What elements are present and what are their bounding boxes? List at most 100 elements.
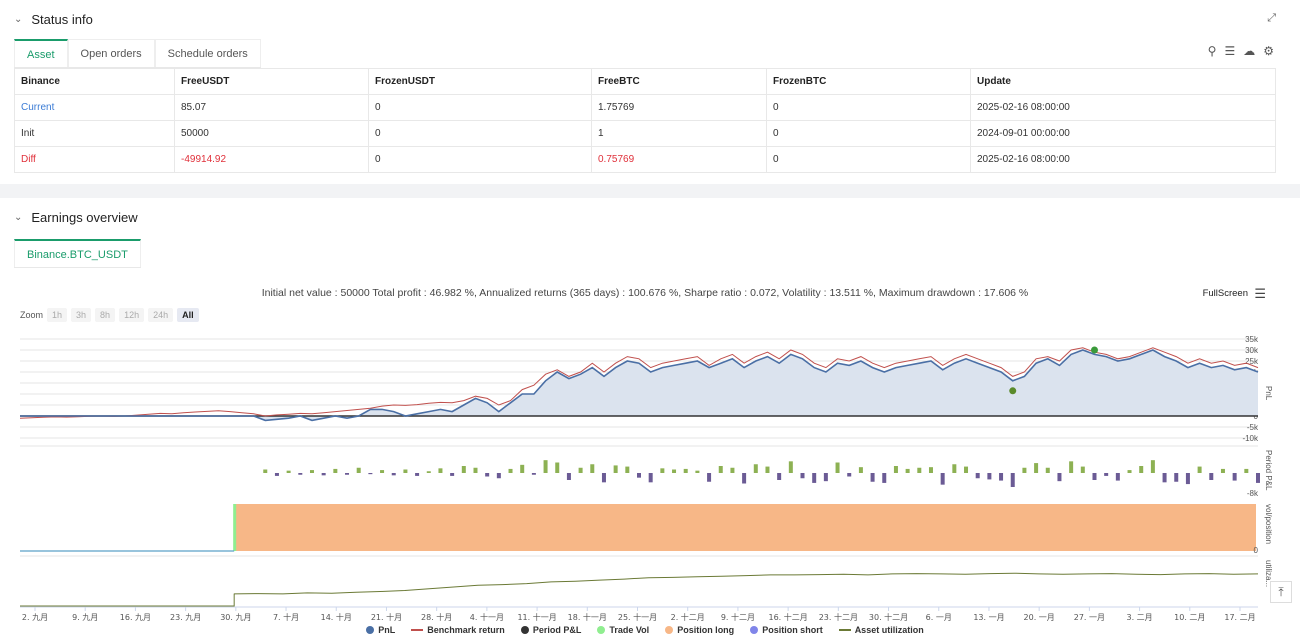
period-pnl-bar [391, 473, 396, 476]
period-axis-title: Period P&L [1264, 450, 1273, 491]
legend-marker [411, 629, 424, 631]
period-pnl-bar [1174, 473, 1179, 482]
list-icon[interactable]: ☰ [1224, 44, 1236, 58]
status-section-header[interactable]: ⌄ Status info [14, 12, 93, 27]
period-pnl-bar [1197, 466, 1202, 473]
period-pnl-bar [543, 460, 548, 473]
x-tick-label: 10. 二月 [1174, 613, 1205, 622]
period-tick-label: -8k [1247, 489, 1259, 498]
period-pnl-bar [905, 468, 910, 473]
zoom-1h[interactable]: 1h [47, 308, 68, 322]
legend-position-long[interactable]: Position long [665, 625, 734, 635]
period-pnl-bar [812, 473, 817, 483]
period-pnl-bar [940, 473, 945, 485]
zoom-3h[interactable]: 3h [71, 308, 92, 322]
collapse-icon[interactable]: ⤢ [1267, 12, 1276, 24]
gear-icon[interactable]: ⚙ [1263, 44, 1274, 58]
x-tick-label: 11. 十一月 [517, 612, 556, 622]
vol-tick-label: 0 [1254, 546, 1259, 555]
menu-icon[interactable]: ☰ [1254, 286, 1266, 301]
back-to-top-button[interactable]: ⤒ [1270, 581, 1292, 603]
tab-schedule-orders[interactable]: Schedule orders [154, 39, 261, 67]
x-tick-label: 21. 十月 [371, 612, 402, 622]
period-pnl-bar [286, 470, 291, 473]
period-pnl-bar [1139, 466, 1144, 473]
earnings-summary: Initial net value : 50000 Total profit :… [261, 287, 1029, 299]
cell: 0 [368, 94, 592, 121]
status-title: Status info [31, 12, 93, 27]
cell: 1 [591, 120, 767, 147]
y-tick-label: 30k [1245, 346, 1259, 355]
status-tabs: Asset Open orders Schedule orders [14, 39, 261, 68]
pnl-axis-title: PnL [1264, 386, 1273, 401]
cell: 0.75769 [591, 146, 767, 173]
period-pnl-bar [531, 473, 536, 475]
period-pnl-bar [1092, 473, 1097, 480]
period-pnl-bar [555, 462, 560, 473]
table-row: Diff -49914.92 0 0.75769 0 2025-02-16 08… [14, 146, 1276, 173]
zoom-selector: Zoom 1h 3h 8h 12h 24h All [20, 308, 199, 322]
x-tick-label: 20. 一月 [1024, 613, 1055, 622]
search-icon[interactable]: ⚲ [1207, 44, 1217, 58]
period-pnl-bar [578, 467, 583, 473]
x-tick-label: 13. 一月 [973, 613, 1004, 622]
x-tick-label: 3. 二月 [1126, 613, 1152, 622]
cell: 2025-02-16 08:00:00 [970, 94, 1276, 121]
period-pnl-bar [473, 467, 478, 473]
zoom-24h[interactable]: 24h [148, 308, 174, 322]
earnings-section-header[interactable]: ⌄ Earnings overview [14, 210, 138, 225]
pnl-line [20, 349, 1259, 422]
period-pnl-bar [625, 466, 630, 473]
tab-asset[interactable]: Asset [14, 39, 68, 67]
tab-open-orders[interactable]: Open orders [67, 39, 155, 67]
period-pnl-bar [485, 473, 490, 477]
period-pnl-bar [707, 473, 712, 482]
period-pnl-bar [870, 473, 875, 482]
period-pnl-bar [461, 466, 466, 473]
x-tick-label: 27. 一月 [1074, 613, 1105, 622]
period-pnl-bar [987, 473, 992, 480]
zoom-all[interactable]: All [177, 308, 199, 322]
zoom-8h[interactable]: 8h [95, 308, 116, 322]
col-header: Binance [14, 68, 175, 95]
period-pnl-bar [520, 464, 525, 473]
chevron-down-icon[interactable]: ⌄ [14, 212, 23, 223]
period-pnl-bar [1220, 468, 1225, 473]
legend-marker [665, 626, 674, 634]
legend-asset-utilization[interactable]: Asset utilization [838, 625, 924, 635]
period-pnl-bar [298, 473, 303, 475]
period-pnl-bar [718, 466, 723, 473]
x-tick-label: 25. 十一月 [618, 612, 657, 622]
period-pnl-bar [637, 473, 641, 478]
period-pnl-bar [1034, 463, 1039, 473]
period-pnl-bar [742, 473, 747, 484]
period-pnl-bar [1069, 461, 1074, 473]
cell: 50000 [174, 120, 369, 147]
period-pnl-bar [999, 473, 1004, 481]
table-header-row: Binance FreeUSDT FrozenUSDT FreeBTC Froz… [14, 68, 1276, 95]
chart-legend: PnL Benchmark return Period P&L Trade Vo… [0, 625, 1290, 635]
cell: 85.07 [174, 94, 369, 121]
zoom-12h[interactable]: 12h [119, 308, 145, 322]
period-pnl-bar [1127, 470, 1132, 473]
legend-pnl[interactable]: PnL [366, 625, 395, 635]
period-pnl-bar [1104, 473, 1109, 476]
col-header: FreeBTC [591, 68, 767, 95]
chevron-down-icon[interactable]: ⌄ [14, 14, 23, 25]
y-tick-label: 25k [1245, 357, 1259, 366]
tab-binance-btc-usdt[interactable]: Binance.BTC_USDT [14, 239, 141, 267]
x-tick-label: 9. 九月 [72, 613, 98, 622]
cell: Init [14, 120, 175, 147]
period-pnl-bar [1080, 466, 1085, 473]
period-pnl-bar [823, 473, 828, 482]
col-header: FrozenUSDT [368, 68, 592, 95]
period-pnl-bar [917, 467, 922, 473]
legend-position-short[interactable]: Position short [750, 625, 823, 635]
fullscreen-button[interactable]: FullScreen [1202, 288, 1248, 299]
cloud-download-icon[interactable]: ☁ [1243, 44, 1256, 58]
period-pnl-bar [1162, 473, 1167, 483]
legend-period-pnl[interactable]: Period P&L [520, 625, 581, 635]
earnings-title: Earnings overview [31, 210, 138, 225]
legend-trade-vol[interactable]: Trade Vol [597, 625, 649, 635]
legend-benchmark[interactable]: Benchmark return [411, 625, 505, 635]
